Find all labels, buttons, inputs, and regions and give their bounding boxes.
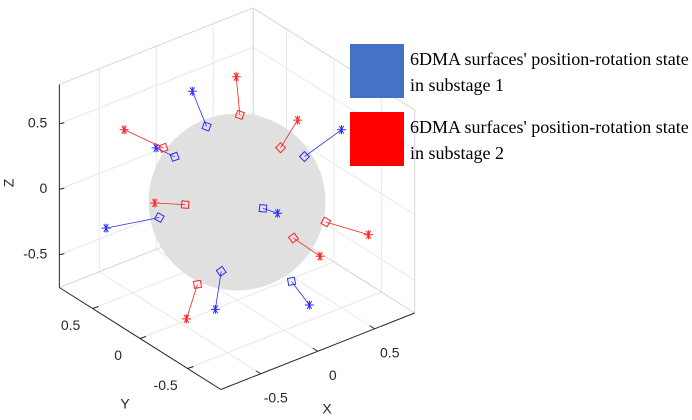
y-tick-label: 0 bbox=[114, 347, 122, 363]
x-tick bbox=[312, 347, 319, 352]
y-tick-label: 0.5 bbox=[61, 317, 81, 333]
surface-square bbox=[234, 109, 245, 121]
stem bbox=[304, 129, 342, 157]
z-tick bbox=[59, 253, 65, 256]
z-axis-label: Z bbox=[1, 178, 17, 187]
x-tick-label: -0.5 bbox=[264, 389, 288, 405]
surface-tip bbox=[304, 300, 314, 310]
grid-line bbox=[187, 291, 382, 369]
surface-square bbox=[158, 142, 169, 153]
surface-tip bbox=[273, 208, 283, 218]
surface-square bbox=[192, 279, 203, 290]
surface-tip bbox=[119, 125, 129, 135]
stem bbox=[154, 202, 186, 206]
legend-label: 6DMA surfaces' position-rotation state i… bbox=[410, 49, 689, 95]
y-tick bbox=[187, 366, 194, 369]
stem bbox=[235, 76, 241, 115]
surface-tip bbox=[210, 304, 220, 314]
surface-square bbox=[153, 212, 165, 223]
surface-tip bbox=[187, 86, 197, 96]
surface-tip bbox=[363, 230, 373, 240]
surface-square bbox=[298, 150, 311, 163]
surface-tip bbox=[337, 125, 346, 135]
y-tick bbox=[139, 336, 147, 339]
surface-square bbox=[180, 200, 190, 209]
stem bbox=[291, 281, 310, 306]
stem bbox=[186, 284, 198, 319]
surface-tip bbox=[101, 223, 111, 233]
grid-line bbox=[59, 46, 254, 125]
stem bbox=[123, 129, 164, 149]
surface-tip bbox=[231, 72, 241, 82]
surface-square bbox=[215, 265, 227, 277]
surface-tip bbox=[293, 115, 303, 125]
surface-tip bbox=[315, 251, 325, 261]
surface-square bbox=[287, 232, 300, 244]
surface-tip bbox=[151, 143, 161, 153]
stem bbox=[280, 119, 298, 148]
sphere bbox=[148, 113, 326, 291]
surface-square bbox=[201, 121, 212, 132]
stem bbox=[262, 207, 278, 214]
legend: 6DMA surfaces' position-rotation state i… bbox=[348, 42, 692, 178]
legend-swatch bbox=[350, 112, 404, 166]
box-edge bbox=[59, 7, 254, 85]
surface-square bbox=[286, 276, 297, 286]
z-tick bbox=[59, 187, 65, 190]
z-tick-label: 0 bbox=[40, 180, 48, 196]
stem bbox=[214, 271, 222, 310]
z-tick bbox=[59, 122, 65, 125]
stem bbox=[191, 91, 207, 127]
legend-entry: 6DMA surfaces' position-rotation state i… bbox=[348, 42, 692, 110]
stem bbox=[325, 221, 369, 236]
z-tick-label: 0.5 bbox=[28, 114, 48, 130]
stem bbox=[293, 237, 321, 257]
surface-tip bbox=[150, 198, 160, 208]
z-tick-label: -0.5 bbox=[23, 245, 47, 261]
y-tick-label: -0.5 bbox=[154, 377, 178, 393]
y-axis-label: Y bbox=[120, 396, 130, 412]
surface-square bbox=[320, 216, 332, 228]
x-tick bbox=[369, 325, 376, 330]
surface-square bbox=[258, 203, 268, 213]
x-tick bbox=[255, 370, 262, 375]
legend-swatch bbox=[350, 44, 404, 98]
grid-line bbox=[139, 261, 335, 339]
y-tick bbox=[92, 306, 99, 309]
legend-entry: 6DMA surfaces' position-rotation state i… bbox=[348, 110, 692, 178]
stem bbox=[106, 217, 160, 229]
surface-square bbox=[169, 151, 180, 162]
surface-tip bbox=[181, 314, 191, 324]
x-tick-label: 0 bbox=[329, 367, 337, 383]
stem bbox=[155, 147, 175, 158]
x-tick-label: 0.5 bbox=[380, 344, 400, 360]
surface-square bbox=[274, 142, 287, 154]
x-axis-label: X bbox=[322, 401, 332, 417]
legend-label: 6DMA surfaces' position-rotation state i… bbox=[410, 117, 689, 163]
